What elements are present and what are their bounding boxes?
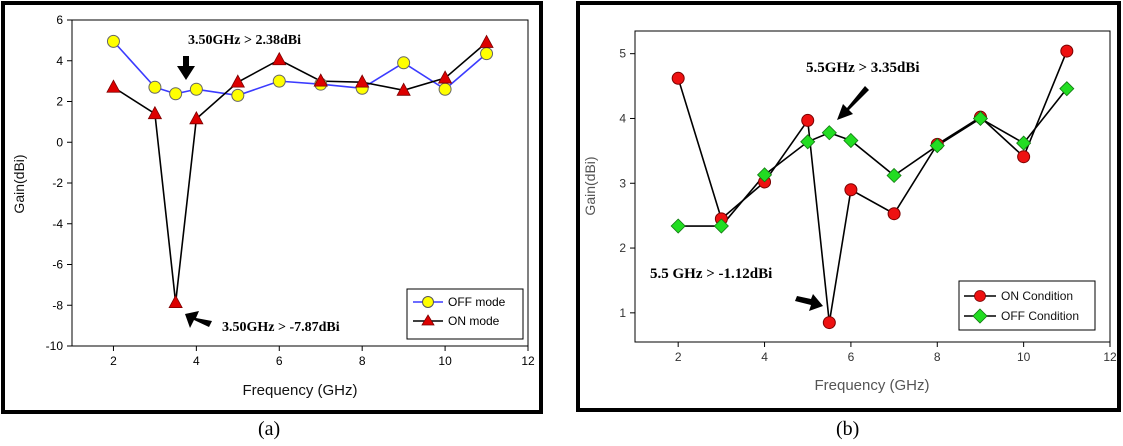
chart-b-ytick-label: 3 (619, 176, 626, 190)
chart-b-xtick-label: 8 (934, 350, 941, 364)
chart-b-xtick-label: 12 (1103, 350, 1117, 364)
chart-b-ytick-label: 1 (619, 306, 626, 320)
chart-b-point-off-condition (1016, 135, 1032, 151)
chart-b-xtick-label: 2 (675, 350, 682, 364)
chart-a-annotation-lower: 3.50GHz > -7.87dBi (222, 320, 340, 335)
chart-a-point-on-mode (479, 34, 494, 48)
chart-b-point-off-condition (886, 167, 902, 184)
chart-a-legend-on-marker (421, 314, 435, 326)
chart-b-xlabel: Frequency (GHz) (814, 377, 929, 394)
chart-b-point-on-condition (1017, 150, 1031, 164)
chart-b-ytick-label: 5 (619, 47, 626, 61)
chart-a-ytick-label: 0 (56, 135, 63, 149)
chart-a-point-on-mode (313, 73, 328, 87)
chart-b-annotation-upper-arrow (837, 86, 869, 120)
chart-b-ytick-label: 2 (619, 241, 626, 255)
chart-b-point-off-condition (800, 134, 816, 150)
chart-b-ylabel: Gain(dBi) (582, 156, 598, 215)
chart-a-ytick-label: -4 (52, 217, 63, 231)
chart-a-point-off-mode (272, 74, 286, 88)
chart-a-xtick-label: 8 (359, 354, 366, 368)
chart-b-xtick-label: 6 (848, 350, 855, 364)
chart-a-legend-off-label: OFF mode (448, 295, 506, 309)
chart-a-point-on-mode (106, 79, 121, 93)
chart-a-xtick-label: 2 (110, 354, 117, 368)
chart-a-point-off-mode (480, 47, 494, 61)
chart-a-point-off-mode (397, 56, 411, 70)
caption-a: (a) (258, 418, 281, 440)
chart-b-point-off-condition (821, 125, 837, 141)
caption-b: (b) (836, 418, 860, 440)
chart-a-legend: OFF mode ON mode (406, 288, 524, 340)
chart-b-point-off-condition (1059, 81, 1075, 97)
chart-a-xtick-label: 6 (276, 354, 283, 368)
chart-b-legend-off-marker (972, 308, 988, 324)
chart-a-point-on-mode (230, 74, 245, 88)
chart-b-point-off-condition (843, 132, 859, 149)
chart-a-point-on-mode (396, 82, 411, 96)
chart-a-point-on-mode (168, 294, 183, 309)
chart-a-ytick-label: -10 (46, 339, 64, 353)
chart-a-ylabel: Gain(dBi) (11, 154, 27, 213)
chart-a-ytick-label: -6 (52, 258, 63, 272)
chart-b-point-on-condition (844, 183, 858, 197)
chart-b-annotation-lower: 5.5 GHz > -1.12dBi (650, 266, 772, 282)
chart-b-xtick-label: 4 (761, 350, 768, 364)
chart-a-point-on-mode (437, 70, 453, 84)
chart-a-point-on-mode (272, 51, 287, 66)
chart-b-point-on-condition (1060, 44, 1074, 58)
chart-a-point-off-mode (169, 87, 183, 101)
chart-a-frame (1, 1, 543, 414)
chart-b-point-off-condition (713, 218, 729, 234)
chart-a-ytick-label: -2 (52, 176, 63, 190)
chart-a-point-off-mode (438, 82, 452, 96)
chart-a-point-on-mode (189, 110, 204, 125)
chart-b-point-on-condition (887, 207, 901, 221)
chart-b-point-on-condition (801, 113, 815, 127)
chart-a-xtick-label: 10 (438, 354, 452, 368)
chart-a-legend-off-marker (422, 296, 434, 308)
chart-a-ytick-label: 4 (56, 54, 63, 68)
chart-a-point-off-mode (148, 80, 162, 94)
chart-b-legend: ON Condition OFF Condition (958, 280, 1096, 331)
chart-b-xtick-label: 10 (1017, 350, 1031, 364)
chart-a-annotation-upper: 3.50GHz > 2.38dBi (188, 33, 301, 48)
chart-a-annotation-lower-arrow (185, 311, 212, 328)
chart-b-point-on-condition (671, 71, 685, 85)
chart-a-ytick-label: 6 (56, 13, 63, 27)
chart-b-plot-area (634, 30, 1111, 343)
chart-a-legend-on-label: ON mode (448, 314, 500, 328)
chart-a-point-off-mode (189, 82, 203, 96)
chart-a-xtick-label: 4 (193, 354, 200, 368)
chart-a-annotation-upper-arrow (177, 56, 195, 80)
chart-a-point-on-mode (147, 105, 163, 120)
chart-b-legend-on-marker (974, 290, 986, 302)
chart-b-point-off-condition (756, 167, 773, 183)
chart-b-legend-off-label: OFF Condition (1001, 309, 1079, 323)
chart-b-annotation-lower-arrow (795, 294, 823, 311)
chart-a-point-off-mode (231, 88, 245, 102)
chart-a-xlabel: Frequency (GHz) (242, 382, 357, 399)
chart-b-point-off-condition (670, 218, 686, 234)
chart-b-annotation-upper: 5.5GHz > 3.35dBi (806, 60, 920, 76)
chart-a-ytick-label: 2 (56, 95, 63, 109)
chart-b-ytick-label: 4 (619, 111, 626, 125)
chart-b-point-off-condition (929, 138, 945, 154)
chart-b-point-off-condition (972, 110, 989, 127)
chart-a-xtick-label: 12 (521, 354, 535, 368)
chart-b-legend-on-label: ON Condition (1001, 289, 1073, 303)
chart-a-ytick-label: -8 (52, 298, 63, 312)
chart-b-point-on-condition (822, 316, 836, 330)
chart-a-point-on-mode (355, 74, 370, 88)
chart-a-point-off-mode (106, 34, 120, 48)
